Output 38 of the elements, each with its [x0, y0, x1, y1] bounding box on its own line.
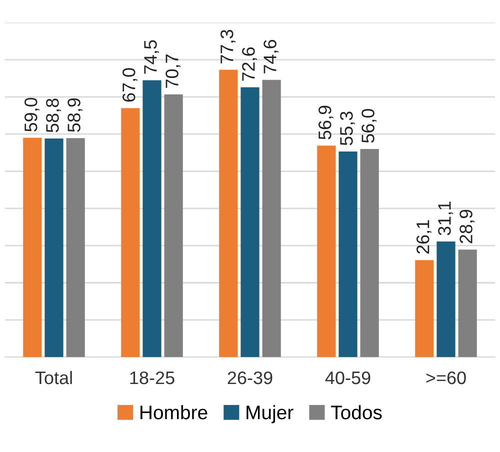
legend-label: Mujer: [246, 405, 294, 424]
bar: [415, 260, 434, 358]
bar: [142, 80, 162, 358]
x-tick-label: 40-59: [325, 371, 370, 384]
data-label: 74,5: [144, 40, 159, 74]
bar: [121, 108, 140, 358]
x-tick-label: 18-25: [130, 371, 174, 384]
data-label: 77,3: [220, 30, 236, 64]
data-label: 55,3: [340, 112, 355, 146]
data-label: 28,9: [460, 210, 475, 244]
x-tick-label: Total: [35, 370, 72, 384]
bar: [338, 152, 358, 358]
bar: [458, 250, 477, 358]
x-tick-label: >=60: [426, 371, 466, 384]
data-label: 31,1: [438, 202, 453, 236]
data-label: 56,9: [318, 106, 334, 140]
bar: [317, 146, 336, 358]
data-label: 72,6: [242, 47, 257, 81]
bar: [436, 242, 456, 358]
data-label: 26,1: [416, 220, 432, 254]
bar: [44, 138, 64, 358]
bar: [164, 94, 183, 358]
data-label: 67,0: [122, 68, 138, 102]
bar: [23, 138, 42, 358]
bar: [240, 87, 260, 358]
data-label: 59,0: [24, 98, 40, 132]
legend-label: Todos: [331, 405, 382, 420]
legend-label: Hombre: [140, 405, 208, 420]
bar: [360, 148, 379, 358]
data-label: 74,6: [264, 40, 279, 74]
bar: [219, 70, 238, 358]
bar: [262, 80, 281, 358]
bar: [66, 138, 85, 358]
x-tick-label: 26-39: [228, 371, 272, 384]
data-label: 58,9: [68, 98, 83, 132]
data-label: 58,8: [46, 98, 61, 132]
data-label: 70,7: [166, 54, 181, 88]
data-label: 56,0: [362, 108, 377, 143]
